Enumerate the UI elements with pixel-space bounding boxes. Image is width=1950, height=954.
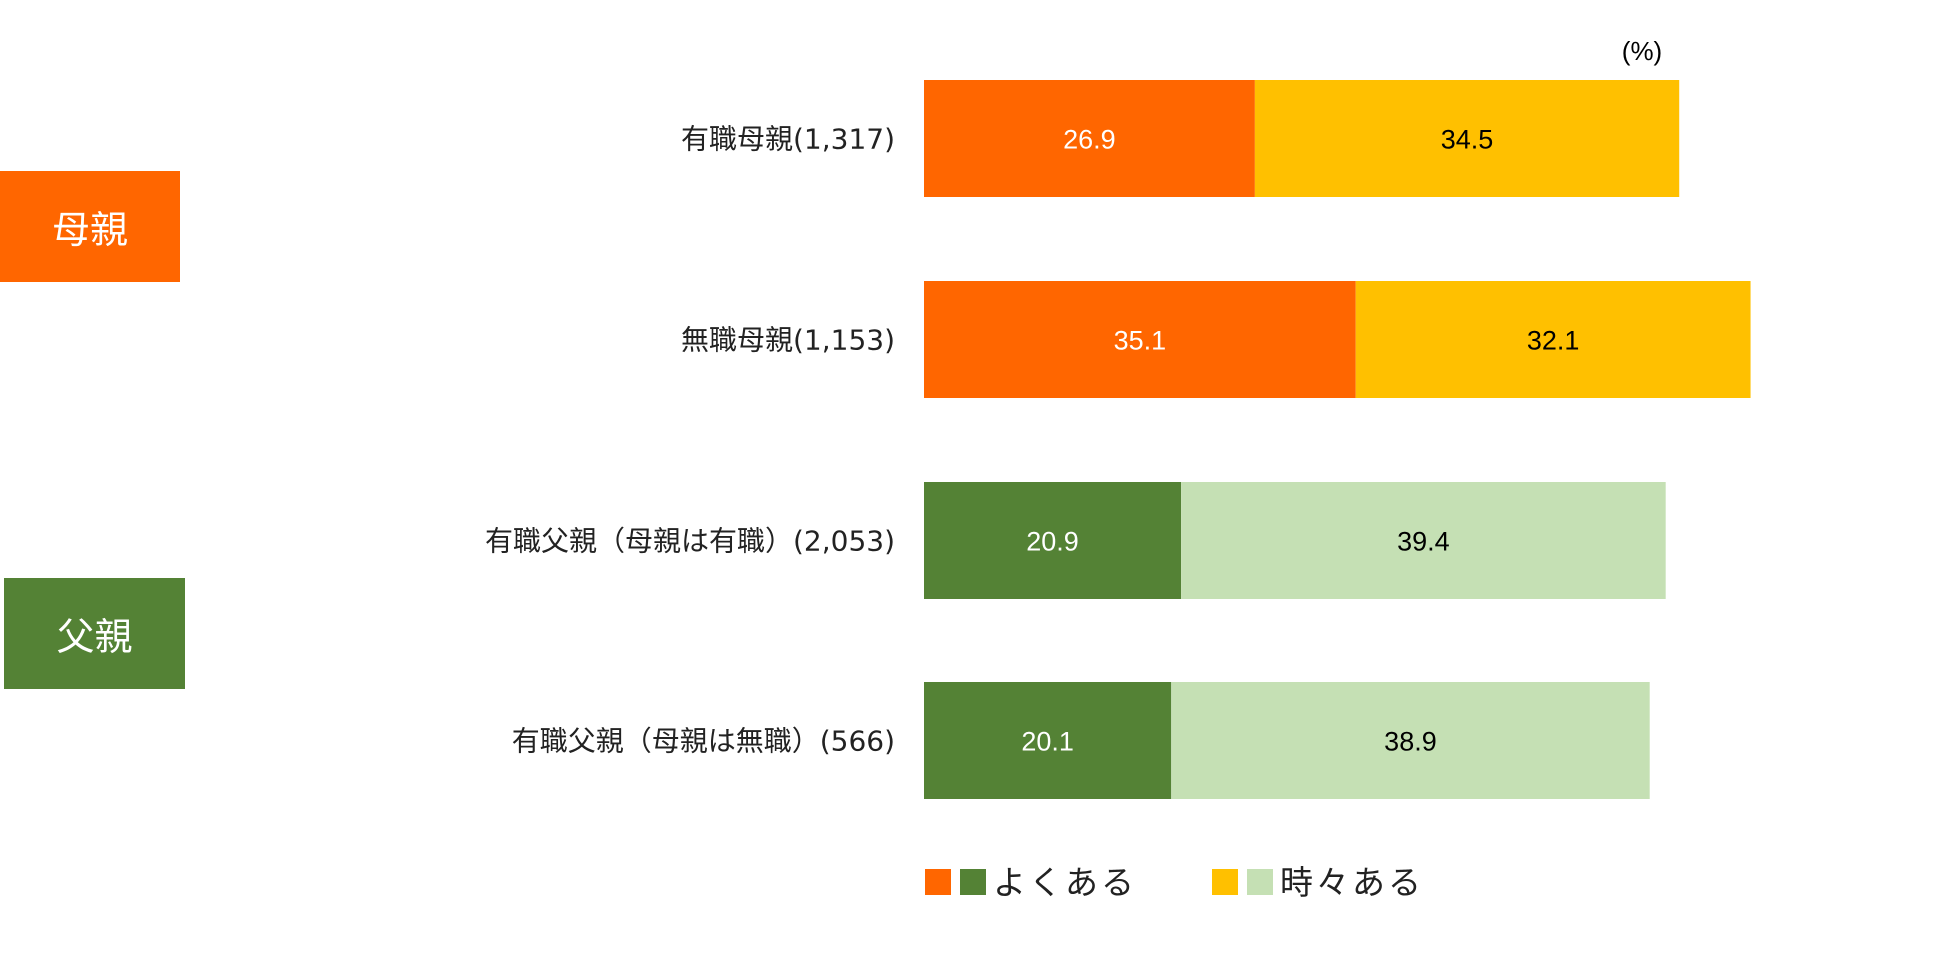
data-label: 20.1	[1021, 727, 1074, 757]
data-label: 39.4	[1397, 527, 1450, 557]
legend-label: よくある	[993, 863, 1137, 902]
data-label: 26.9	[1063, 125, 1116, 155]
data-label: 34.5	[1441, 125, 1494, 155]
bar-segment	[924, 682, 1172, 799]
legend-swatch	[960, 869, 986, 895]
bar-segment	[1254, 80, 1680, 197]
category-label: 有職父親（母親は有職）(2,053)	[485, 525, 895, 558]
data-label: 38.9	[1384, 727, 1437, 757]
bars-layer: 有職母親(1,317) 26.9 34.5 無職母親(1,153) 35.1 32.1 有職…	[485, 80, 1751, 799]
legend: よくある 時々ある	[925, 863, 1424, 902]
bar-segment	[1355, 281, 1751, 398]
bar-segment	[1171, 682, 1650, 799]
legend-swatch	[925, 869, 951, 895]
bar-segment	[924, 80, 1255, 197]
category-label: 有職父親（母親は無職）(566)	[512, 725, 895, 758]
legend-swatch	[1212, 869, 1238, 895]
data-label: 20.9	[1026, 527, 1079, 557]
data-label: 32.1	[1527, 326, 1580, 356]
group-label-father: 父親	[4, 578, 185, 689]
bar-segment	[1181, 482, 1666, 599]
legend-label: 時々ある	[1280, 863, 1424, 902]
group-label-mother: 母親	[0, 171, 180, 282]
data-label: 35.1	[1114, 326, 1167, 356]
bar-segment	[924, 482, 1182, 599]
category-label: 有職母親(1,317)	[681, 123, 895, 156]
unit-label: (%)	[1622, 36, 1662, 66]
legend-swatch	[1247, 869, 1273, 895]
bar-segment	[924, 281, 1356, 398]
category-label: 無職母親(1,153)	[681, 324, 895, 357]
